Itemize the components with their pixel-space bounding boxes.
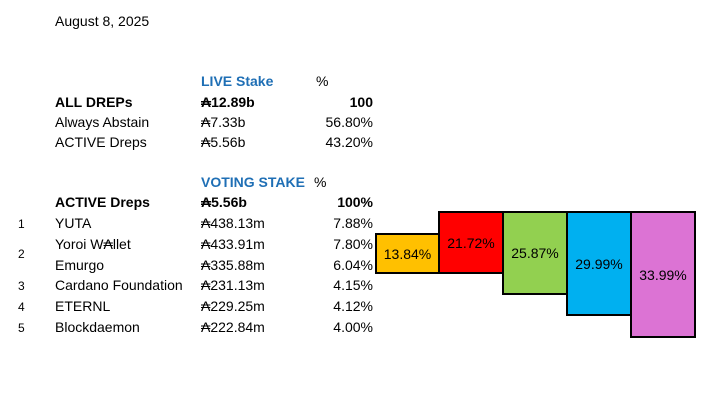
rank-number: 3 [18,279,25,293]
drep-stake: ₳222.84m [201,319,265,335]
rank-number: 1 [18,217,25,231]
drep-pct: 4.00% [333,319,373,335]
voting-total-label: ACTIVE Dreps [55,194,150,210]
rank-number: 5 [18,321,25,335]
cumulative-box: 13.84% [375,233,440,274]
live-row-stake: ₳7.33b [201,114,246,130]
live-row-pct: 100 [349,94,373,110]
voting-total-pct: 100% [337,194,373,210]
live-row-pct: 43.20% [325,134,373,150]
rank-number: 2 [18,247,25,261]
drep-pct: 4.12% [333,298,373,314]
live-row-label: ALL DREPs [55,94,133,110]
cumulative-box-label: 25.87% [511,245,559,261]
drep-label: Yoroi W₳llet [55,236,131,252]
drep-stake: ₳335.88m [201,257,265,273]
voting-pct-header: % [314,174,327,190]
drep-pct: 7.80% [333,236,373,252]
live-pct-header: % [316,73,329,89]
cumulative-box: 33.99% [630,211,696,338]
drep-pct: 7.88% [333,215,373,231]
live-row-stake: ₳5.56b [201,134,246,150]
drep-label: Emurgo [55,257,105,273]
live-row-label: ACTIVE Dreps [55,134,147,150]
cumulative-box-label: 33.99% [639,266,687,283]
live-row-pct: 56.80% [325,114,373,130]
report-date: August 8, 2025 [55,13,150,29]
live-row-stake: ₳12.89b [201,94,255,110]
drep-label: Blockdaemon [55,319,140,335]
cumulative-box-label: 29.99% [575,255,623,272]
cumulative-box: 25.87% [502,211,568,295]
drep-label: ETERNL [55,298,111,314]
drep-label: YUTA [55,215,92,231]
drep-stake: ₳433.91m [201,236,265,252]
drep-label: Cardano Foundation [55,277,183,293]
rank-number: 4 [18,300,25,314]
voting-total-stake: ₳5.56b [201,194,247,210]
voting-stake-header: VOTING STAKE [201,174,305,190]
cumulative-box: 21.72% [438,211,504,274]
drep-stake: ₳231.13m [201,277,265,293]
live-stake-header: LIVE Stake [201,73,274,89]
drep-pct: 4.15% [333,277,373,293]
drep-pct: 6.04% [333,257,373,273]
cumulative-box-label: 21.72% [447,234,495,251]
live-row-label: Always Abstain [55,114,150,130]
drep-stake: ₳229.25m [201,298,265,314]
cumulative-box: 29.99% [566,211,632,316]
cumulative-box-label: 13.84% [383,245,432,262]
drep-stake: ₳438.13m [201,215,265,231]
